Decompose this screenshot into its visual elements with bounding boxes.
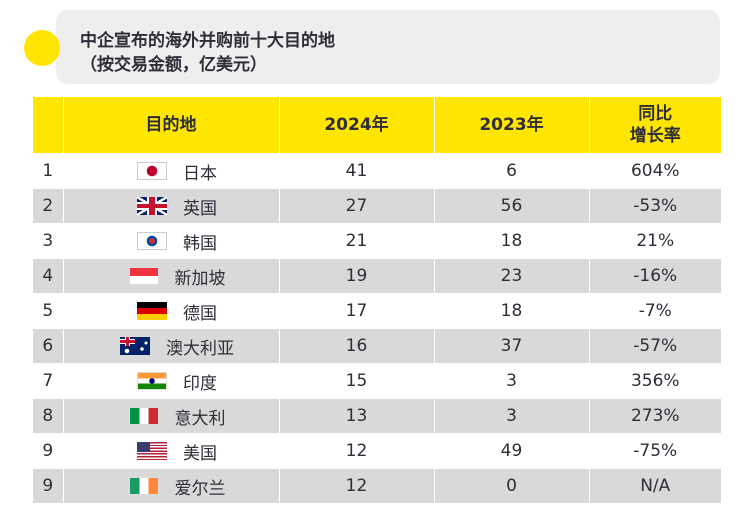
value-2024-cell: 21 <box>279 223 435 259</box>
rank-cell: 7 <box>33 363 64 399</box>
table-row: 8 意大利 13 3 273% <box>33 398 721 434</box>
japan-flag-icon <box>137 162 167 180</box>
chart-subtitle: （按交易金额，亿美元） <box>80 55 267 75</box>
value-2023-cell: 18 <box>434 223 590 259</box>
title-panel <box>56 10 720 84</box>
value-2024-cell: 17 <box>279 293 435 329</box>
table-row: 6 澳大利亚 16 37 -57% <box>33 328 721 364</box>
header-rank <box>33 97 64 154</box>
destination-name: 美国 <box>183 443 217 464</box>
value-2024-cell: 27 <box>279 188 435 224</box>
header-growth-line1: 同比 <box>638 104 673 124</box>
header-growth-line2: 增长率 <box>629 126 681 146</box>
rank-cell: 6 <box>33 328 64 364</box>
value-2023-cell: 49 <box>434 433 590 469</box>
destination-cell: 意大利 <box>63 398 280 434</box>
growth-cell: 21% <box>589 223 721 259</box>
rank-cell: 9 <box>33 468 64 503</box>
growth-cell: N/A <box>589 468 721 503</box>
destination-cell: 印度 <box>63 363 280 399</box>
rank-cell: 1 <box>33 153 64 189</box>
destination-name: 英国 <box>183 198 217 219</box>
table-row: 5 德国 17 18 -7% <box>33 293 721 329</box>
growth-cell: 356% <box>589 363 721 399</box>
destination-name: 印度 <box>183 373 217 394</box>
destination-name: 新加坡 <box>174 268 226 289</box>
table-row: 9 爱尔兰 12 0 N/A <box>33 468 721 503</box>
growth-cell: -57% <box>589 328 721 364</box>
destination-cell: 新加坡 <box>63 258 280 294</box>
rank-cell: 5 <box>33 293 64 329</box>
value-2023-cell: 18 <box>434 293 590 329</box>
ireland-flag-icon <box>128 477 159 495</box>
value-2024-cell: 16 <box>279 328 435 364</box>
table-header-row: 目的地 2024年 2023年 同比 增长率 <box>33 97 721 154</box>
table-row: 2 英国 27 56 -53% <box>33 188 721 224</box>
italy-flag-icon <box>128 407 159 425</box>
yellow-dot-icon <box>24 30 60 66</box>
value-2024-cell: 15 <box>279 363 435 399</box>
destination-cell: 澳大利亚 <box>63 328 280 364</box>
table-row: 4 新加坡 19 23 -16% <box>33 258 721 294</box>
header-2023: 2023年 <box>434 97 590 154</box>
growth-cell: -16% <box>589 258 721 294</box>
growth-cell: 273% <box>589 398 721 434</box>
singapore-flag-icon <box>128 267 159 285</box>
value-2023-cell: 3 <box>434 363 590 399</box>
rank-cell: 4 <box>33 258 64 294</box>
ranking-table: 目的地 2024年 2023年 同比 增长率 1 日本 41 6 604% 2 英国 27 56… <box>33 97 721 503</box>
germany-flag-icon <box>137 302 167 320</box>
header-destination: 目的地 <box>63 97 280 154</box>
value-2024-cell: 13 <box>279 398 435 434</box>
destination-name: 澳大利亚 <box>166 338 234 359</box>
destination-cell: 德国 <box>63 293 280 329</box>
destination-cell: 韩国 <box>63 223 280 259</box>
value-2024-cell: 12 <box>279 433 435 469</box>
value-2023-cell: 3 <box>434 398 590 434</box>
rank-cell: 2 <box>33 188 64 224</box>
rank-cell: 8 <box>33 398 64 434</box>
table-row: 3 韩国 21 18 21% <box>33 223 721 259</box>
rank-cell: 9 <box>33 433 64 469</box>
destination-name: 德国 <box>183 303 217 324</box>
usa-flag-icon <box>137 442 167 460</box>
table-row: 9 美国 12 49 -75% <box>33 433 721 469</box>
destination-cell: 爱尔兰 <box>63 468 280 503</box>
value-2024-cell: 19 <box>279 258 435 294</box>
value-2023-cell: 37 <box>434 328 590 364</box>
value-2023-cell: 56 <box>434 188 590 224</box>
destination-name: 韩国 <box>183 233 217 254</box>
value-2023-cell: 0 <box>434 468 590 503</box>
destination-name: 爱尔兰 <box>174 478 226 499</box>
destination-cell: 美国 <box>63 433 280 469</box>
destination-name: 意大利 <box>174 408 226 429</box>
growth-cell: 604% <box>589 153 721 189</box>
value-2024-cell: 41 <box>279 153 435 189</box>
value-2023-cell: 6 <box>434 153 590 189</box>
value-2023-cell: 23 <box>434 258 590 294</box>
header-2024: 2024年 <box>279 97 435 154</box>
chart-title: 中企宣布的海外并购前十大目的地 <box>80 31 335 51</box>
header-growth: 同比 增长率 <box>589 97 721 154</box>
australia-flag-icon <box>120 337 150 355</box>
growth-cell: -7% <box>589 293 721 329</box>
destination-cell: 日本 <box>63 153 280 189</box>
destination-name: 日本 <box>183 163 217 184</box>
india-flag-icon <box>137 372 167 390</box>
korea-flag-icon <box>137 232 167 250</box>
uk-flag-icon <box>137 197 167 215</box>
value-2024-cell: 12 <box>279 468 435 503</box>
growth-cell: -75% <box>589 433 721 469</box>
table-row: 1 日本 41 6 604% <box>33 153 721 189</box>
growth-cell: -53% <box>589 188 721 224</box>
table-row: 7 印度 15 3 356% <box>33 363 721 399</box>
destination-cell: 英国 <box>63 188 280 224</box>
rank-cell: 3 <box>33 223 64 259</box>
